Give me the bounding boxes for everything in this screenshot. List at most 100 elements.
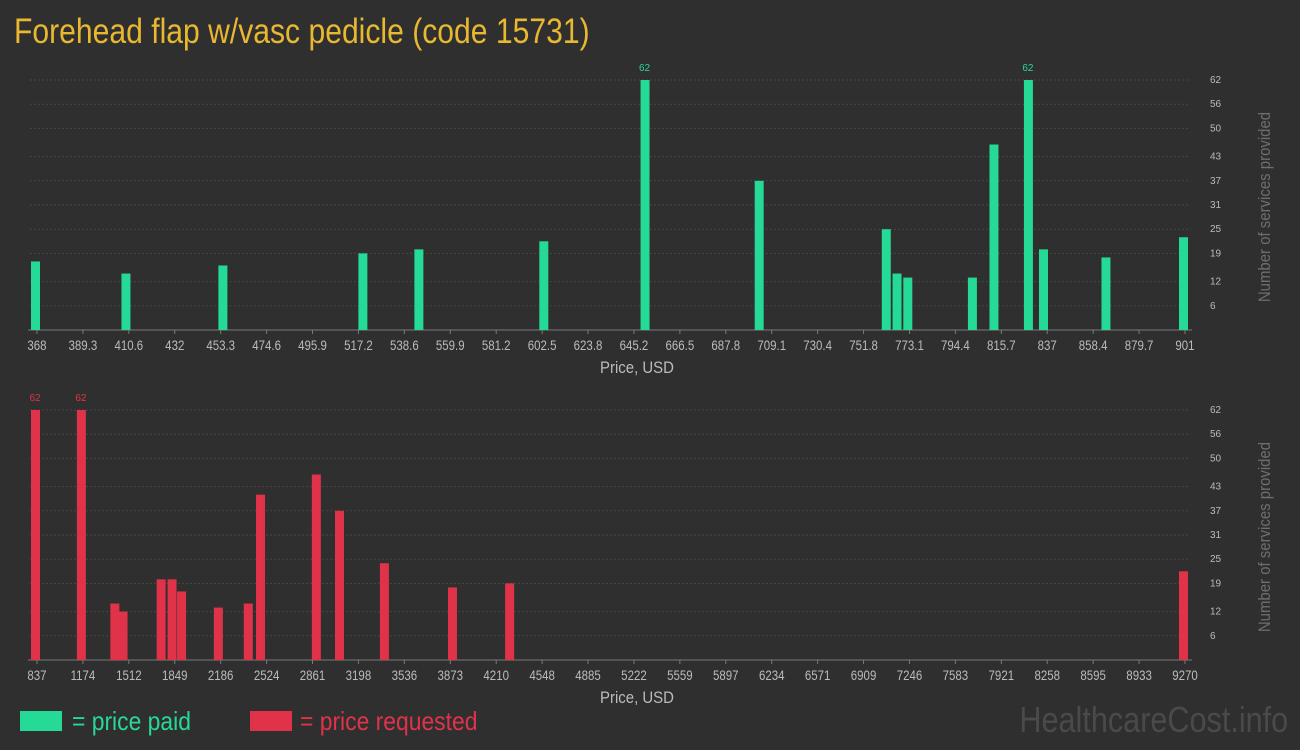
legend-price-requested: = price requested (250, 705, 510, 737)
bar-value-label: 62 (639, 63, 651, 74)
y-tick-label: 62 (1210, 75, 1222, 86)
legend-price-paid: = price paid (20, 705, 220, 737)
x-tick-label: 5559 (667, 667, 693, 683)
bar (903, 277, 913, 330)
x-tick-label: 474.6 (252, 337, 281, 353)
y-tick-label: 62 (1210, 405, 1222, 416)
y-tick-label: 19 (1210, 248, 1222, 259)
x-tick-label: 8595 (1080, 667, 1106, 683)
x-tick-label: 837 (27, 667, 46, 683)
x-tick-label: 709.1 (757, 337, 786, 353)
x-tick-label: 538.6 (390, 337, 419, 353)
bar-value-label: 62 (1022, 63, 1034, 74)
x-tick-label: 6571 (805, 667, 831, 683)
bar (76, 410, 86, 660)
y-tick-label: 31 (1210, 200, 1222, 211)
x-tick-label: 7583 (943, 667, 969, 683)
x-tick-label: 6234 (759, 667, 785, 683)
legend-requested-swatch (250, 711, 292, 731)
bar (334, 510, 344, 660)
y-tick-label: 37 (1210, 506, 1222, 517)
bar (1179, 571, 1188, 660)
x-tick-label: 837 (1038, 337, 1057, 353)
y-tick-label: 56 (1210, 429, 1222, 440)
x-tick-label: 7921 (989, 667, 1015, 683)
x-tick-label: 3198 (346, 667, 372, 683)
bar (505, 583, 515, 660)
x-tick-label: 559.9 (436, 337, 465, 353)
y-tick-label: 50 (1210, 453, 1222, 464)
x-axis-label: Price, USD (600, 689, 674, 705)
x-tick-label: 2524 (254, 667, 280, 683)
bar-value-label: 62 (75, 393, 87, 404)
x-tick-label: 901 (1175, 337, 1194, 353)
x-tick-label: 623.8 (574, 337, 603, 353)
y-tick-label: 31 (1210, 530, 1222, 541)
bar (1039, 249, 1048, 330)
x-tick-label: 5222 (621, 667, 647, 683)
bar (358, 253, 368, 330)
x-tick-label: 3536 (392, 667, 418, 683)
bar (118, 611, 128, 660)
y-tick-label: 56 (1210, 99, 1222, 110)
x-axis-label: Price, USD (600, 359, 674, 377)
x-tick-label: 453.3 (206, 337, 235, 353)
x-tick-label: 6909 (851, 667, 877, 683)
y-axis-label: Number of services provided (1256, 112, 1274, 302)
bar (989, 144, 999, 330)
x-tick-label: 602.5 (528, 337, 557, 353)
legend-requested-label: = price requested (300, 706, 478, 736)
y-tick-label: 50 (1210, 123, 1222, 134)
bar (167, 579, 177, 660)
bar (967, 277, 977, 330)
x-tick-label: 368 (27, 337, 46, 353)
legend-paid-swatch (20, 711, 62, 731)
page-title: Forehead flap w/vasc pedicle (code 15731… (14, 12, 590, 51)
bar (243, 603, 253, 660)
y-tick-label: 25 (1210, 224, 1222, 235)
x-tick-label: 687.8 (711, 337, 740, 353)
x-tick-label: 389.3 (69, 337, 98, 353)
y-tick-label: 6 (1210, 301, 1216, 312)
bar-value-label: 62 (29, 393, 41, 404)
bar (881, 229, 891, 330)
x-tick-label: 730.4 (803, 337, 832, 353)
x-tick-label: 645.2 (620, 337, 649, 353)
bar (256, 494, 266, 660)
x-tick-label: 1174 (71, 667, 96, 683)
x-tick-label: 751.8 (849, 337, 878, 353)
bar (31, 261, 40, 330)
x-tick-label: 2861 (300, 667, 326, 683)
price-requested-chart: 6 12 19 25 31 37 43 50 56 62 837 1174 1512 1849 2186 25… (27, 393, 1274, 705)
bar (31, 410, 40, 660)
x-tick-label: 8933 (1126, 667, 1152, 683)
x-tick-label: 1849 (162, 667, 188, 683)
bar (218, 265, 228, 330)
bar (640, 80, 650, 330)
x-tick-label: 581.2 (482, 337, 511, 353)
x-tick-label: 2186 (208, 667, 234, 683)
x-tick-label: 517.2 (344, 337, 373, 353)
y-tick-label: 19 (1210, 578, 1222, 589)
legend-paid-label: = price paid (72, 706, 191, 736)
x-tick-label: 8258 (1034, 667, 1060, 683)
x-tick-label: 815.7 (987, 337, 1016, 353)
x-tick-label: 879.7 (1125, 337, 1154, 353)
bar (379, 563, 389, 660)
x-tick-label: 7246 (897, 667, 923, 683)
y-tick-label: 12 (1210, 607, 1222, 618)
x-tick-label: 432 (165, 337, 184, 353)
bar (1023, 80, 1033, 330)
y-tick-label: 43 (1210, 482, 1222, 493)
x-tick-label: 858.4 (1079, 337, 1108, 353)
bar (121, 273, 131, 330)
y-tick-label: 6 (1210, 631, 1216, 642)
bar (414, 249, 424, 330)
bar (110, 603, 120, 660)
y-tick-label: 12 (1210, 277, 1222, 288)
bar (754, 180, 764, 330)
x-tick-label: 794.4 (941, 337, 970, 353)
bar (311, 474, 321, 660)
bar (892, 273, 902, 330)
bar (539, 241, 549, 330)
